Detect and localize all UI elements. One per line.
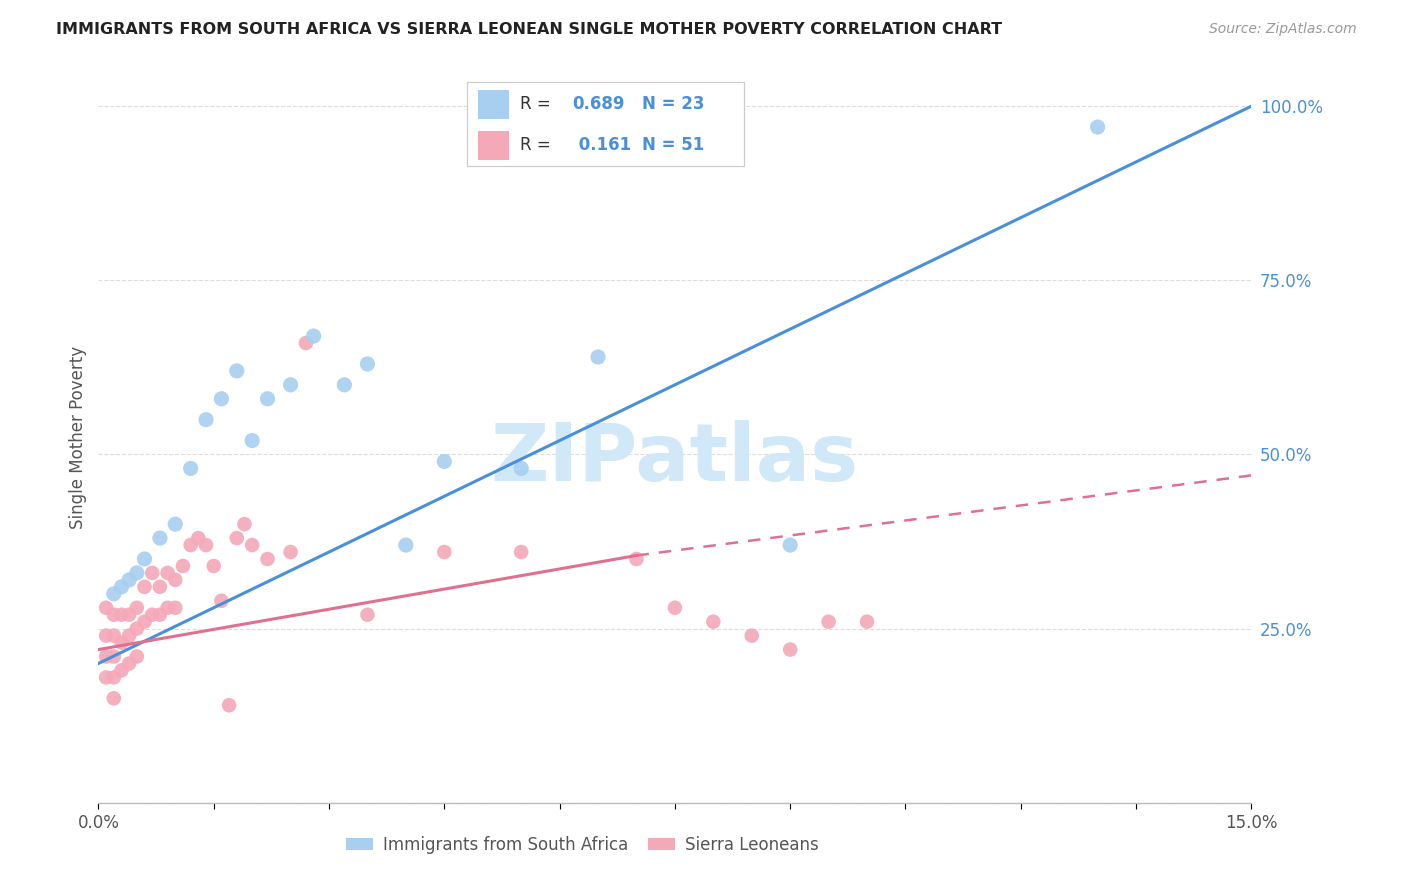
Point [240, 538, 263, 552]
Point [225, 531, 247, 545]
Point [125, 566, 148, 580]
Point [195, 538, 218, 552]
Point [125, 622, 148, 636]
Point [209, 594, 232, 608]
Point [626, 552, 648, 566]
Point [433, 545, 456, 559]
Point [134, 615, 156, 629]
Point [856, 615, 879, 629]
Point [195, 412, 218, 426]
Point [333, 377, 356, 392]
Point [180, 461, 202, 475]
Point [149, 531, 172, 545]
Point [103, 691, 125, 706]
Point [172, 558, 194, 573]
Point [149, 607, 172, 622]
Point [510, 545, 533, 559]
Y-axis label: Single Mother Poverty: Single Mother Poverty [69, 345, 87, 529]
Legend: Immigrants from South Africa, Sierra Leoneans: Immigrants from South Africa, Sierra Leo… [340, 829, 825, 860]
Point [187, 531, 209, 545]
Text: Source: ZipAtlas.com: Source: ZipAtlas.com [1209, 22, 1357, 37]
Point [233, 517, 256, 532]
Point [110, 580, 132, 594]
Point [165, 517, 187, 532]
Point [94, 629, 117, 643]
Point [134, 580, 156, 594]
Point [118, 573, 141, 587]
Point [118, 657, 141, 671]
Point [156, 600, 179, 615]
Point [356, 607, 378, 622]
Point [103, 649, 125, 664]
Point [433, 454, 456, 468]
Point [118, 607, 141, 622]
Point [240, 434, 263, 448]
Point [110, 607, 132, 622]
Point [741, 629, 763, 643]
Point [395, 538, 418, 552]
Point [302, 329, 325, 343]
Point [702, 615, 724, 629]
Point [110, 664, 132, 678]
Point [779, 538, 801, 552]
Point [256, 552, 278, 566]
Point [118, 629, 141, 643]
Point [664, 600, 686, 615]
Point [125, 600, 148, 615]
Point [510, 461, 533, 475]
Point [817, 615, 839, 629]
Point [156, 566, 179, 580]
Point [356, 357, 378, 371]
Point [1087, 120, 1109, 134]
Point [103, 670, 125, 684]
Point [256, 392, 278, 406]
Point [141, 566, 163, 580]
Point [209, 392, 232, 406]
Point [165, 600, 187, 615]
Point [149, 580, 172, 594]
Point [180, 538, 202, 552]
Point [141, 607, 163, 622]
Point [94, 600, 117, 615]
Point [125, 649, 148, 664]
Point [586, 350, 609, 364]
Point [94, 649, 117, 664]
Point [110, 635, 132, 649]
Text: IMMIGRANTS FROM SOUTH AFRICA VS SIERRA LEONEAN SINGLE MOTHER POVERTY CORRELATION: IMMIGRANTS FROM SOUTH AFRICA VS SIERRA L… [56, 22, 1002, 37]
Point [779, 642, 801, 657]
Point [202, 558, 225, 573]
Point [94, 670, 117, 684]
Point [134, 552, 156, 566]
Point [103, 587, 125, 601]
Point [103, 629, 125, 643]
Point [165, 573, 187, 587]
Point [103, 607, 125, 622]
Point [225, 364, 247, 378]
Point [280, 545, 302, 559]
Text: ZIPatlas: ZIPatlas [491, 420, 859, 498]
Point [280, 377, 302, 392]
Point [218, 698, 240, 713]
Point [295, 336, 318, 351]
